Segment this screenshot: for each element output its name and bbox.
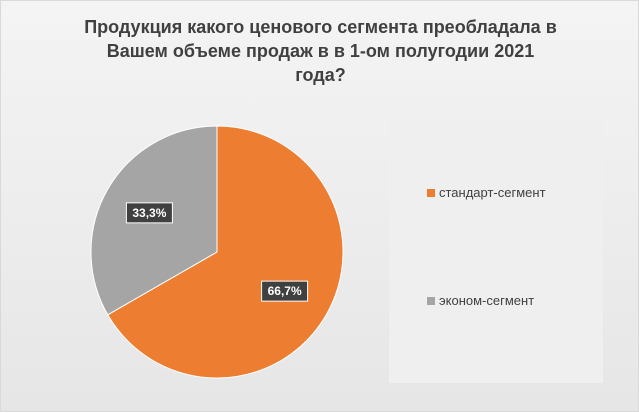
legend: стандарт-сегмент эконом-сегмент: [389, 121, 603, 383]
data-label-economy-text: 33,3%: [132, 206, 166, 220]
legend-item-economy: эконом-сегмент: [427, 293, 534, 308]
legend-swatch-standard: [427, 188, 435, 197]
legend-label-economy: эконом-сегмент: [439, 293, 535, 308]
data-label-standard: 66,7%: [261, 280, 309, 302]
data-label-standard-text: 66,7%: [268, 284, 302, 298]
pie-data-labels: 66,7% 33,3%: [125, 202, 309, 302]
pie-slices: [90, 125, 344, 379]
data-label-standard-box: [261, 280, 309, 302]
data-label-economy: 33,3%: [125, 202, 173, 224]
data-label-economy-box: [125, 202, 173, 224]
legend-item-standard: стандарт-сегмент: [427, 185, 546, 200]
pie-slice-standard: [107, 125, 344, 379]
legend-label-standard: стандарт-сегмент: [439, 185, 546, 200]
chart-title: Продукция какого ценового сегмента преоб…: [84, 17, 557, 85]
legend-swatch-economy: [427, 296, 435, 305]
